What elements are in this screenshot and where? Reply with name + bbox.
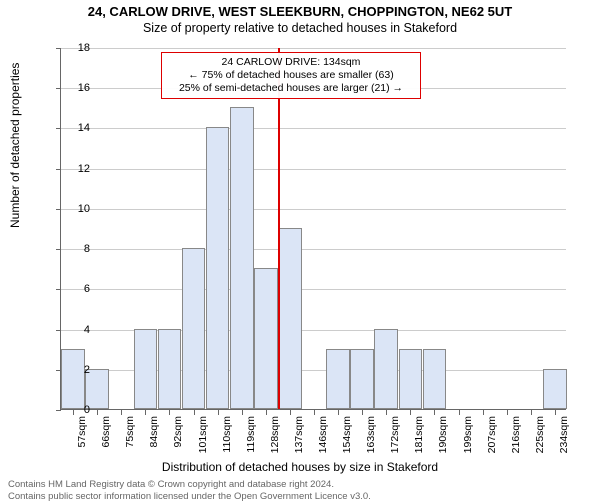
footer-line: Contains HM Land Registry data © Crown c… [8, 479, 371, 490]
x-tick-label: 172sqm [389, 416, 401, 464]
x-tick-label: 146sqm [317, 416, 329, 464]
x-tick-label: 181sqm [413, 416, 425, 464]
x-tick-mark [314, 410, 315, 415]
gridline [61, 289, 566, 290]
histogram-bar [374, 329, 398, 409]
histogram-bar [158, 329, 182, 409]
y-tick-label: 14 [66, 122, 90, 134]
x-tick-label: 110sqm [221, 416, 233, 464]
x-tick-mark [555, 410, 556, 415]
y-tick-label: 2 [66, 364, 90, 376]
y-tick-label: 8 [66, 243, 90, 255]
x-tick-mark [483, 410, 484, 415]
x-tick-mark [266, 410, 267, 415]
x-tick-mark [386, 410, 387, 415]
y-tick-mark [56, 330, 61, 331]
x-tick-mark [242, 410, 243, 415]
histogram-bar [182, 248, 206, 409]
x-tick-mark [362, 410, 363, 415]
x-tick-label: 92sqm [172, 416, 184, 464]
footer-line: Contains public sector information licen… [8, 491, 371, 502]
y-tick-label: 0 [66, 404, 90, 416]
x-tick-mark [169, 410, 170, 415]
histogram-bar [230, 107, 254, 409]
page-title: 24, CARLOW DRIVE, WEST SLEEKBURN, CHOPPI… [0, 4, 600, 19]
histogram-bar [61, 349, 85, 409]
x-tick-mark [410, 410, 411, 415]
y-tick-label: 18 [66, 42, 90, 54]
x-tick-mark [531, 410, 532, 415]
y-tick-mark [56, 88, 61, 89]
x-tick-label: 101sqm [197, 416, 209, 464]
gridline [61, 169, 566, 170]
x-tick-mark [145, 410, 146, 415]
annotation-line: ← 75% of detached houses are smaller (63… [168, 69, 414, 82]
x-tick-label: 163sqm [365, 416, 377, 464]
x-tick-label: 57sqm [76, 416, 88, 464]
y-tick-label: 10 [66, 203, 90, 215]
x-tick-label: 199sqm [462, 416, 474, 464]
x-tick-label: 137sqm [293, 416, 305, 464]
x-tick-label: 154sqm [341, 416, 353, 464]
gridline [61, 209, 566, 210]
histogram-bar [206, 127, 230, 409]
y-tick-mark [56, 128, 61, 129]
histogram-bar [423, 349, 447, 409]
y-tick-mark [56, 169, 61, 170]
x-tick-label: 66sqm [100, 416, 112, 464]
x-tick-mark [97, 410, 98, 415]
gridline [61, 249, 566, 250]
histogram-bar [326, 349, 350, 409]
page-subtitle: Size of property relative to detached ho… [0, 21, 600, 35]
x-tick-mark [194, 410, 195, 415]
y-tick-mark [56, 48, 61, 49]
x-tick-mark [338, 410, 339, 415]
gridline [61, 128, 566, 129]
y-tick-mark [56, 209, 61, 210]
reference-line [278, 48, 280, 409]
y-tick-mark [56, 249, 61, 250]
footer-attribution: Contains HM Land Registry data © Crown c… [8, 479, 371, 502]
x-tick-label: 84sqm [148, 416, 160, 464]
y-tick-label: 16 [66, 82, 90, 94]
x-tick-label: 128sqm [269, 416, 281, 464]
y-axis-label: Number of detached properties [8, 63, 22, 228]
x-tick-label: 75sqm [124, 416, 136, 464]
x-tick-mark [507, 410, 508, 415]
histogram-bar [350, 349, 374, 409]
annotation-box: 24 CARLOW DRIVE: 134sqm← 75% of detached… [161, 52, 421, 99]
y-tick-mark [56, 410, 61, 411]
x-tick-mark [290, 410, 291, 415]
histogram-bar [278, 228, 302, 409]
x-tick-mark [121, 410, 122, 415]
x-tick-mark [434, 410, 435, 415]
x-tick-label: 207sqm [486, 416, 498, 464]
annotation-line: 24 CARLOW DRIVE: 134sqm [168, 56, 414, 69]
x-tick-label: 190sqm [437, 416, 449, 464]
histogram-bar [134, 329, 158, 409]
histogram-chart: 24 CARLOW DRIVE: 134sqm← 75% of detached… [60, 48, 566, 410]
histogram-bar [399, 349, 423, 409]
y-tick-mark [56, 289, 61, 290]
x-tick-mark [218, 410, 219, 415]
x-tick-label: 119sqm [245, 416, 257, 464]
histogram-bar [543, 369, 567, 409]
histogram-bar [254, 268, 278, 409]
x-tick-label: 234sqm [558, 416, 570, 464]
x-tick-label: 225sqm [534, 416, 546, 464]
x-tick-mark [459, 410, 460, 415]
annotation-line: 25% of semi-detached houses are larger (… [168, 82, 414, 95]
gridline [61, 48, 566, 49]
y-tick-label: 12 [66, 163, 90, 175]
y-tick-label: 4 [66, 324, 90, 336]
y-tick-label: 6 [66, 283, 90, 295]
x-tick-label: 216sqm [510, 416, 522, 464]
